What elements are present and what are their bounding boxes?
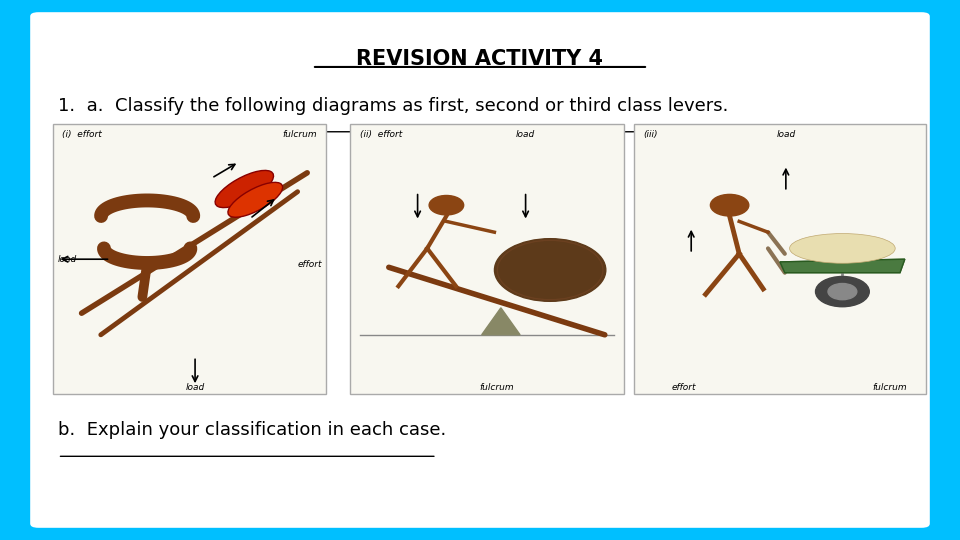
Text: load: load <box>777 130 796 139</box>
FancyBboxPatch shape <box>634 124 926 394</box>
Circle shape <box>815 276 870 307</box>
Polygon shape <box>482 308 520 335</box>
Circle shape <box>429 195 464 215</box>
Text: fulcrum: fulcrum <box>479 382 515 392</box>
Polygon shape <box>780 259 904 273</box>
Text: (iii): (iii) <box>643 130 658 139</box>
Text: fulcrum: fulcrum <box>873 382 907 392</box>
Text: (i)  effort: (i) effort <box>62 130 102 139</box>
FancyBboxPatch shape <box>29 11 931 529</box>
Ellipse shape <box>228 183 282 217</box>
Text: load: load <box>185 382 204 392</box>
Text: effort: effort <box>672 382 697 392</box>
Ellipse shape <box>215 171 274 207</box>
Text: load: load <box>58 255 77 264</box>
Text: effort: effort <box>297 260 322 269</box>
FancyBboxPatch shape <box>53 124 326 394</box>
Text: REVISION ACTIVITY 4: REVISION ACTIVITY 4 <box>356 49 604 69</box>
Circle shape <box>828 284 856 300</box>
Text: load: load <box>516 130 536 139</box>
Circle shape <box>494 239 606 301</box>
FancyBboxPatch shape <box>350 124 624 394</box>
Text: fulcrum: fulcrum <box>282 130 317 139</box>
Ellipse shape <box>789 233 895 263</box>
Circle shape <box>710 194 749 216</box>
Text: 1.  a.  Classify the following diagrams as first, second or third class levers.: 1. a. Classify the following diagrams as… <box>58 97 728 115</box>
Text: b.  Explain your classification in each case.: b. Explain your classification in each c… <box>58 421 445 439</box>
Text: (ii)  effort: (ii) effort <box>360 130 402 139</box>
